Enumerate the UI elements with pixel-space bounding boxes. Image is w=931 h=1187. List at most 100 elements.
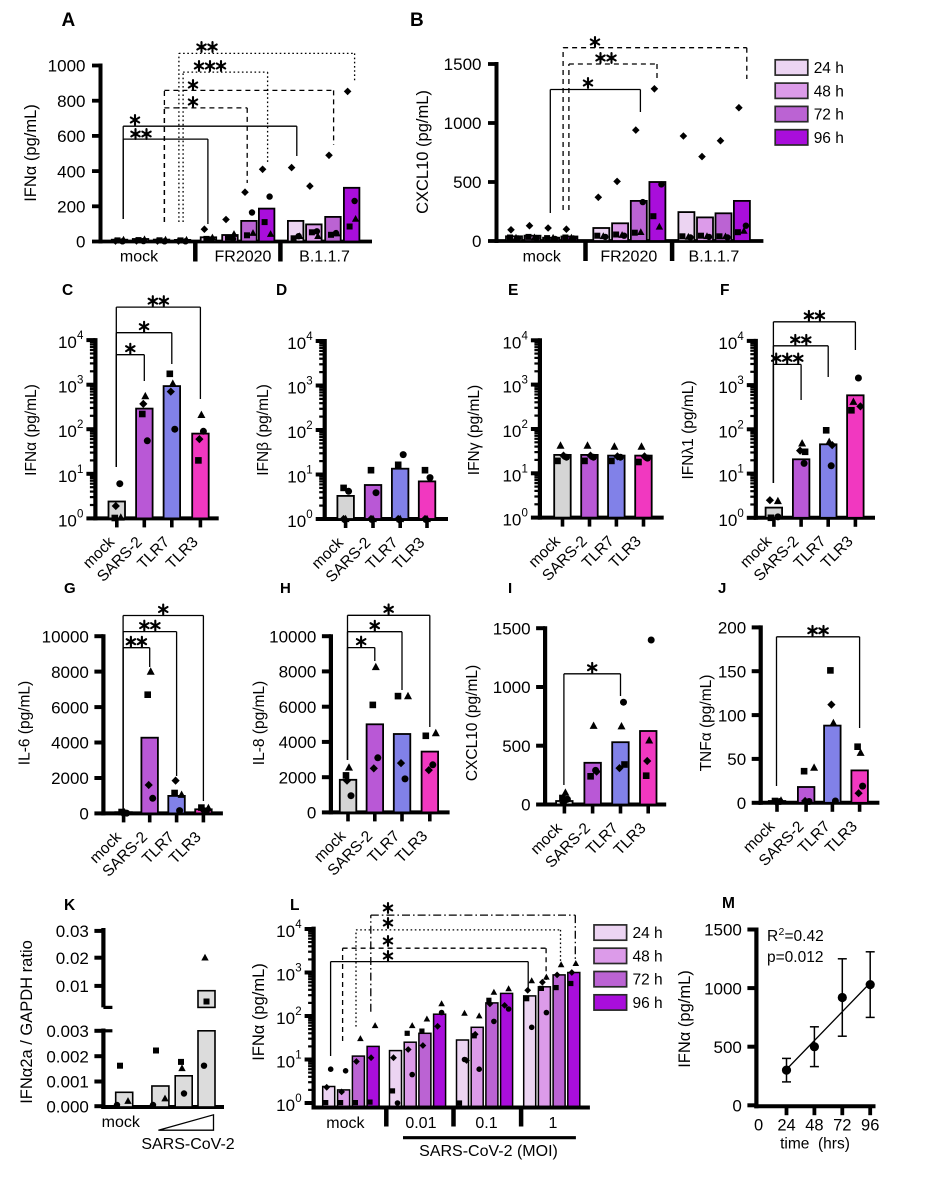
svg-text:0: 0 <box>732 1097 741 1116</box>
svg-text:10: 10 <box>58 422 77 441</box>
svg-text:mock: mock <box>120 249 159 266</box>
svg-text:C: C <box>62 282 73 299</box>
svg-text:8000: 8000 <box>51 663 89 682</box>
svg-text:48: 48 <box>805 1117 823 1135</box>
svg-text:10: 10 <box>287 334 306 353</box>
svg-text:mock: mock <box>326 1115 365 1132</box>
svg-text:3: 3 <box>737 375 743 387</box>
svg-text:4: 4 <box>295 919 302 931</box>
svg-text:10: 10 <box>287 468 306 487</box>
svg-text:IFNα2a / GAPDH ratio: IFNα2a / GAPDH ratio <box>18 940 36 1104</box>
svg-text:1000: 1000 <box>48 57 86 76</box>
svg-text:1: 1 <box>77 464 83 476</box>
svg-text:IFNα (pg/mL): IFNα (pg/mL) <box>23 384 40 476</box>
svg-text:6000: 6000 <box>51 698 89 717</box>
svg-text:4000: 4000 <box>51 734 89 753</box>
svg-text:0: 0 <box>295 1093 301 1105</box>
svg-text:500: 500 <box>453 173 481 192</box>
svg-text:2: 2 <box>77 419 83 431</box>
svg-text:10: 10 <box>276 1053 295 1072</box>
svg-text:96 h: 96 h <box>633 995 663 1012</box>
svg-text:0: 0 <box>77 508 83 520</box>
svg-text:10: 10 <box>287 423 306 442</box>
svg-text:FR2020: FR2020 <box>215 249 272 266</box>
svg-text:10: 10 <box>287 512 306 531</box>
svg-text:1500: 1500 <box>704 921 742 940</box>
svg-text:3: 3 <box>306 376 312 388</box>
svg-text:H: H <box>280 580 291 597</box>
svg-text:B: B <box>410 10 424 31</box>
svg-text:200: 200 <box>718 619 746 638</box>
svg-text:0.003: 0.003 <box>46 1022 89 1041</box>
svg-text:3: 3 <box>521 375 527 387</box>
svg-text:SARS-CoV-2 (MOI): SARS-CoV-2 (MOI) <box>419 1143 558 1160</box>
svg-text:3: 3 <box>77 375 83 387</box>
svg-text:1: 1 <box>295 1050 301 1062</box>
svg-text:48 h: 48 h <box>814 83 844 100</box>
svg-text:0.01: 0.01 <box>56 977 89 996</box>
svg-text:IFNα (pg/mL): IFNα (pg/mL) <box>22 104 40 202</box>
svg-text:4: 4 <box>521 330 528 342</box>
svg-text:2: 2 <box>306 420 312 432</box>
svg-text:0.01: 0.01 <box>405 1115 436 1132</box>
svg-text:0: 0 <box>472 232 481 251</box>
svg-text:200: 200 <box>57 198 85 217</box>
svg-text:IFNα (pg/mL): IFNα (pg/mL) <box>676 970 694 1068</box>
svg-text:500: 500 <box>502 737 530 756</box>
svg-text:1: 1 <box>737 464 743 476</box>
svg-text:10: 10 <box>58 333 77 352</box>
svg-text:72 h: 72 h <box>814 107 844 124</box>
svg-text:A: A <box>62 10 76 31</box>
svg-text:L: L <box>290 897 299 914</box>
svg-text:D: D <box>276 282 287 299</box>
svg-text:0.02: 0.02 <box>56 949 89 968</box>
svg-text:2: 2 <box>295 1006 301 1018</box>
svg-text:0: 0 <box>79 805 88 824</box>
svg-text:10: 10 <box>718 422 737 441</box>
svg-text:10: 10 <box>502 333 521 352</box>
svg-text:p=0.012: p=0.012 <box>767 949 823 966</box>
svg-text:10: 10 <box>502 466 521 485</box>
svg-text:10: 10 <box>502 511 521 530</box>
svg-text:R: R <box>767 928 778 945</box>
svg-text:IFNα (pg/mL): IFNα (pg/mL) <box>250 963 268 1061</box>
svg-text:24 h: 24 h <box>814 60 844 77</box>
svg-text:2: 2 <box>737 419 743 431</box>
svg-text:mock: mock <box>102 1114 141 1131</box>
svg-text:10: 10 <box>718 334 737 353</box>
svg-text:2000: 2000 <box>51 769 89 788</box>
svg-text:F: F <box>720 282 729 299</box>
svg-text:24 h: 24 h <box>633 925 663 942</box>
svg-text:G: G <box>64 580 76 597</box>
svg-text:3: 3 <box>295 963 301 975</box>
svg-text:24: 24 <box>777 1117 795 1135</box>
svg-text:10: 10 <box>502 422 521 441</box>
svg-text:0: 0 <box>307 804 316 823</box>
svg-text:4: 4 <box>306 331 313 343</box>
svg-text:1500: 1500 <box>444 55 482 74</box>
svg-text:10: 10 <box>276 1009 295 1028</box>
svg-text:96 h: 96 h <box>814 130 844 147</box>
svg-text:0: 0 <box>754 1117 763 1135</box>
svg-text:100: 100 <box>718 706 746 725</box>
svg-text:10: 10 <box>58 467 77 486</box>
svg-text:10: 10 <box>58 511 77 530</box>
svg-text:IL-8 (pg/mL): IL-8 (pg/mL) <box>251 681 268 765</box>
svg-text:10: 10 <box>276 922 295 941</box>
svg-text:IL-6 (pg/mL): IL-6 (pg/mL) <box>17 681 34 765</box>
svg-text:CXCL10 (pg/mL): CXCL10 (pg/mL) <box>414 90 432 214</box>
svg-text:0: 0 <box>521 796 530 815</box>
svg-text:10: 10 <box>276 966 295 985</box>
svg-text:1: 1 <box>306 465 312 477</box>
svg-text:600: 600 <box>57 127 85 146</box>
svg-text:2000: 2000 <box>279 768 317 787</box>
svg-text:SARS-CoV-2: SARS-CoV-2 <box>141 1136 234 1153</box>
svg-text:800: 800 <box>57 92 85 111</box>
svg-text:72: 72 <box>833 1117 851 1135</box>
svg-text:IFNβ (pg/mL): IFNβ (pg/mL) <box>255 384 272 476</box>
svg-text:FR2020: FR2020 <box>600 249 657 266</box>
svg-text:=0.42: =0.42 <box>785 928 824 945</box>
svg-text:10: 10 <box>502 378 521 397</box>
svg-text:0.001: 0.001 <box>46 1073 89 1092</box>
svg-text:CXCL10 (pg/mL): CXCL10 (pg/mL) <box>464 665 481 781</box>
